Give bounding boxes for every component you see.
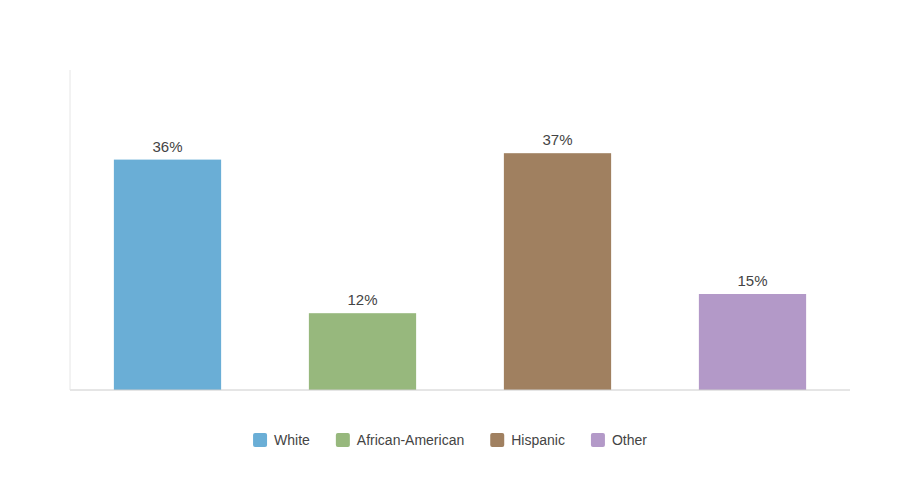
bars [114,153,806,390]
legend-item: African-American [336,432,464,448]
chart-svg: 36% 12% 37% 15% White African-American Hispani… [0,0,900,504]
x-axis-line [70,390,850,391]
bar [699,294,806,390]
bar [504,153,611,390]
legend-item: Hispanic [490,432,565,448]
bar [114,160,221,390]
legend-item: Other [591,432,647,448]
data-label: 12% [347,291,377,308]
legend-label: White [274,432,310,448]
background [0,0,900,504]
chart-container: 36% 12% 37% 15% White African-American Hispani… [0,0,900,504]
legend: White African-American Hispanic Other [253,432,647,448]
legend-swatch [591,433,605,447]
legend-swatch [490,433,504,447]
legend-label: Other [612,432,647,448]
legend-swatch [253,433,267,447]
legend-item: White [253,432,310,448]
y-axis-line [70,70,71,390]
data-label: 36% [152,138,182,155]
bar [309,313,416,390]
legend-label: Hispanic [511,432,565,448]
data-label: 37% [542,131,572,148]
data-labels: 36% 12% 37% 15% [152,131,767,308]
legend-swatch [336,433,350,447]
data-label: 15% [737,272,767,289]
legend-label: African-American [357,432,464,448]
